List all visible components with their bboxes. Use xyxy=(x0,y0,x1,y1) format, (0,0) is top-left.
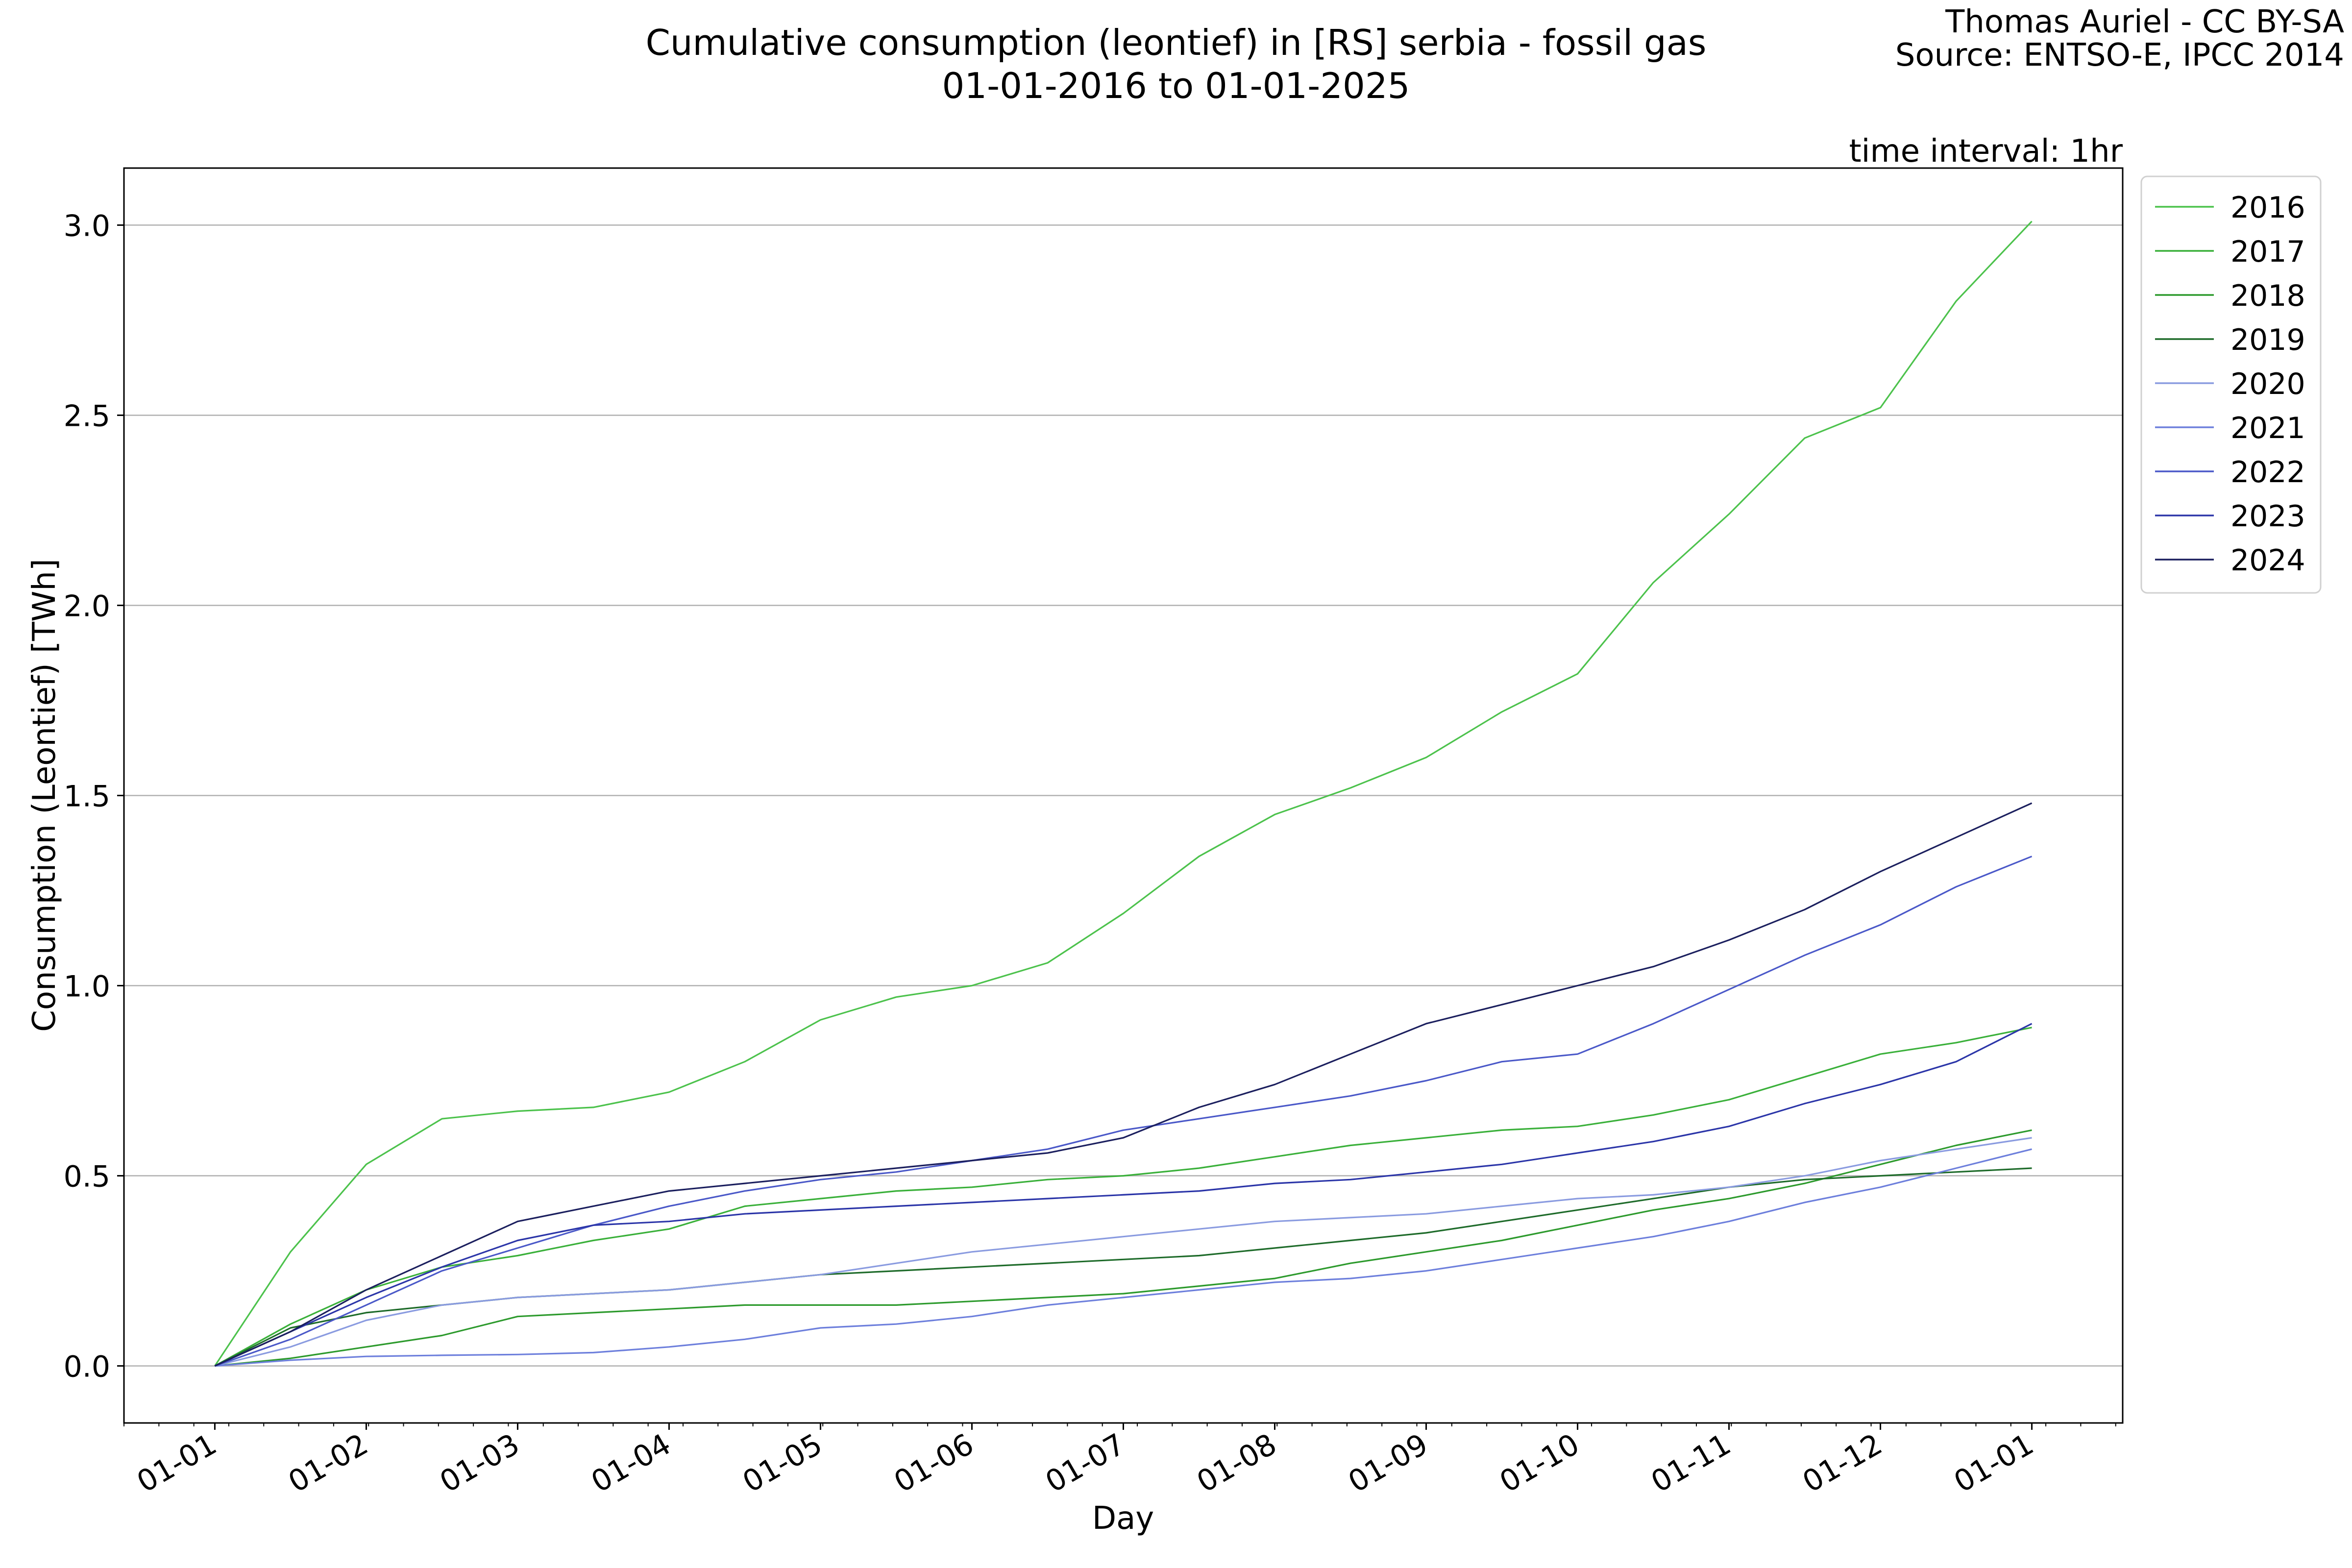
series-line-2018 xyxy=(215,1129,2032,1367)
y-tick-label: 0.0 xyxy=(64,1350,110,1384)
legend-label: 2020 xyxy=(2230,367,2305,401)
y-axis-label: Consumption (Leontief) [TWh] xyxy=(26,559,63,1032)
legend-label: 2023 xyxy=(2230,499,2305,534)
legend-label: 2017 xyxy=(2230,235,2305,269)
chart-title: Cumulative consumption (leontief) in [RS… xyxy=(646,22,1707,63)
x-axis-label: Day xyxy=(1092,1500,1154,1537)
y-tick-label: 2.0 xyxy=(64,589,110,623)
series-line-2023 xyxy=(214,1023,2033,1367)
series-line-2024 xyxy=(214,802,2033,1367)
legend-frame xyxy=(2140,175,2322,594)
gridlines xyxy=(124,224,2123,1367)
y-tick-label: 3.0 xyxy=(64,209,110,243)
series-line-2016 xyxy=(214,220,2033,1367)
series-line-2022 xyxy=(214,856,2033,1367)
series-line-2020 xyxy=(215,1137,2032,1367)
legend-label: 2019 xyxy=(2230,323,2305,357)
y-tick-label: 0.5 xyxy=(64,1160,110,1194)
time-interval-note: time interval: 1hr xyxy=(1849,133,2123,170)
chart-subtitle: 01-01-2016 to 01-01-2025 xyxy=(942,65,1410,106)
credit-source: Source: ENTSO-E, IPCC 2014 xyxy=(1895,37,2344,74)
legend-label: 2016 xyxy=(2230,191,2305,225)
legend-label: 2021 xyxy=(2230,411,2305,445)
series-lines xyxy=(214,220,2033,1367)
y-tick-label: 1.0 xyxy=(64,970,110,1004)
legend: 2016 2017 2018 2019 2020 2021 2022 2023 2024 xyxy=(2140,175,2322,594)
y-tick-label: 2.5 xyxy=(64,399,110,433)
legend-label: 2022 xyxy=(2230,455,2305,490)
series-line-2021 xyxy=(215,1148,2032,1367)
credit-author: Thomas Auriel - CC BY-SA xyxy=(1945,4,2344,40)
legend-label: 2018 xyxy=(2230,279,2305,313)
legend-label: 2024 xyxy=(2230,543,2305,578)
series-line-2017 xyxy=(214,1027,2032,1367)
y-tick-label: 1.5 xyxy=(64,780,110,814)
